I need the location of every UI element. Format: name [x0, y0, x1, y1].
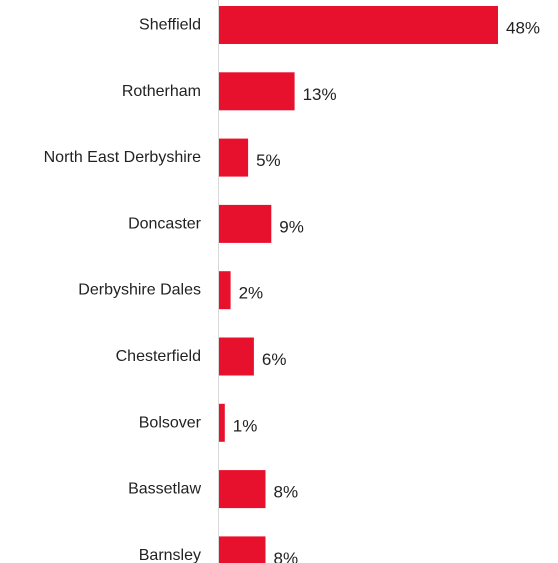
category-label: Rotherham: [122, 83, 201, 100]
bar-rotherham: [219, 72, 295, 111]
bar-sheffield: [219, 6, 498, 44]
value-label: 8%: [274, 483, 299, 502]
category-label: Bassetlaw: [128, 481, 201, 498]
bars-group: [219, 6, 498, 563]
category-label: Chesterfield: [116, 348, 201, 365]
value-label: 8%: [274, 549, 299, 563]
category-label: Derbyshire Dales: [78, 282, 201, 299]
category-label: Doncaster: [128, 215, 202, 232]
category-labels-group: Sheffield Rotherham North East Derbyshire D…: [44, 17, 202, 563]
value-label: 5%: [256, 151, 281, 170]
value-label: 6%: [262, 350, 287, 369]
category-label: North East Derbyshire: [44, 149, 201, 166]
bar-north-east-derbyshire: [219, 138, 249, 177]
value-labels-group: 48% 13% 5% 9% 2% 6% 1% 8% 8%: [233, 19, 540, 563]
value-label: 1%: [233, 416, 258, 435]
value-label: 9%: [279, 217, 304, 236]
value-label: 2%: [239, 284, 264, 303]
category-label: Bolsover: [139, 414, 202, 431]
category-label: Sheffield: [139, 17, 201, 34]
category-label: Barnsley: [139, 547, 201, 563]
bar-doncaster: [219, 204, 272, 243]
bar-bassetlaw: [219, 470, 266, 509]
bar-derbyshire-dales: [219, 271, 231, 310]
bar-bolsover: [219, 403, 225, 442]
bar-barnsley: [219, 536, 266, 563]
value-label: 13%: [303, 85, 337, 104]
value-label: 48%: [506, 19, 540, 38]
bar-chesterfield: [219, 337, 254, 376]
